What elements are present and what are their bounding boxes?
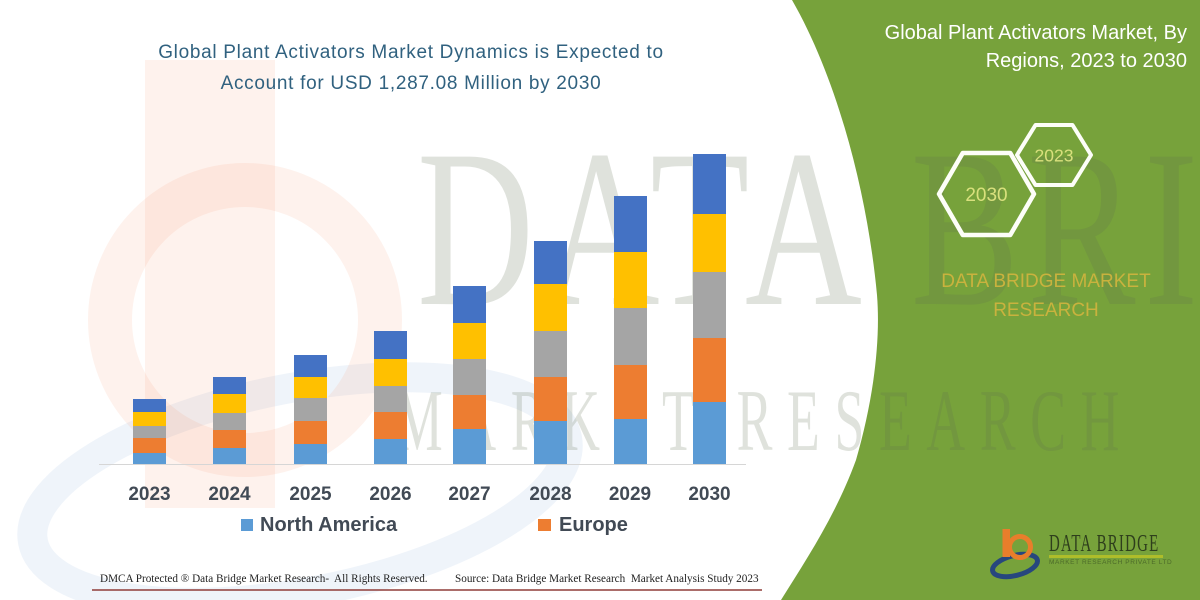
svg-text:2023: 2023 <box>1035 146 1074 166</box>
svg-text:2030: 2030 <box>965 185 1007 206</box>
